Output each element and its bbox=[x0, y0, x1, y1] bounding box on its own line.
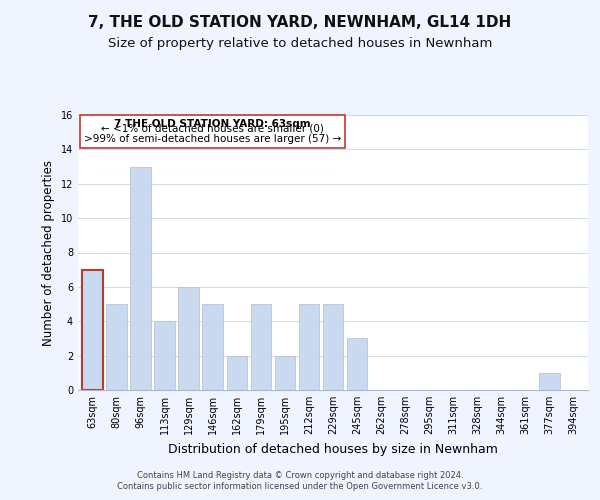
Bar bbox=[82, 270, 103, 390]
Bar bbox=[275, 356, 295, 390]
Text: 7, THE OLD STATION YARD, NEWNHAM, GL14 1DH: 7, THE OLD STATION YARD, NEWNHAM, GL14 1… bbox=[88, 15, 512, 30]
Bar bbox=[251, 304, 271, 390]
Text: >99% of semi-detached houses are larger (57) →: >99% of semi-detached houses are larger … bbox=[84, 134, 341, 143]
Bar bbox=[539, 373, 560, 390]
Bar bbox=[130, 166, 151, 390]
Bar bbox=[323, 304, 343, 390]
Bar bbox=[154, 322, 175, 390]
Text: 7 THE OLD STATION YARD: 63sqm: 7 THE OLD STATION YARD: 63sqm bbox=[115, 119, 311, 129]
Text: ← <1% of detached houses are smaller (0): ← <1% of detached houses are smaller (0) bbox=[101, 124, 324, 134]
Bar bbox=[178, 287, 199, 390]
Text: Size of property relative to detached houses in Newnham: Size of property relative to detached ho… bbox=[108, 38, 492, 51]
Y-axis label: Number of detached properties: Number of detached properties bbox=[42, 160, 55, 346]
Text: Contains public sector information licensed under the Open Government Licence v3: Contains public sector information licen… bbox=[118, 482, 482, 491]
X-axis label: Distribution of detached houses by size in Newnham: Distribution of detached houses by size … bbox=[168, 442, 498, 456]
Bar bbox=[227, 356, 247, 390]
Bar bbox=[202, 304, 223, 390]
Bar bbox=[299, 304, 319, 390]
Text: Contains HM Land Registry data © Crown copyright and database right 2024.: Contains HM Land Registry data © Crown c… bbox=[137, 471, 463, 480]
Bar bbox=[106, 304, 127, 390]
Bar bbox=[347, 338, 367, 390]
